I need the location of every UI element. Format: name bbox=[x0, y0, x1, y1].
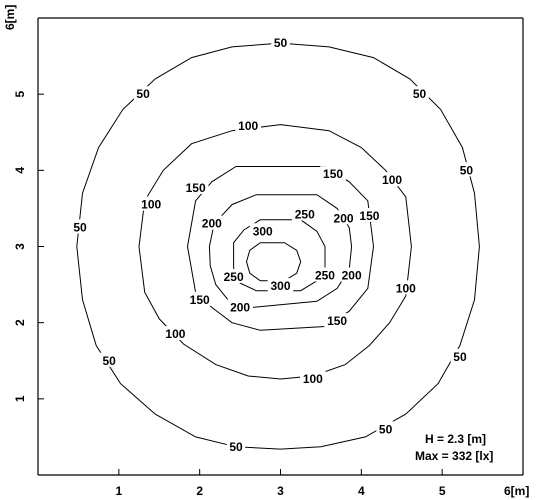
contour-label-150: 150 bbox=[327, 314, 347, 328]
contour-label-background bbox=[300, 371, 326, 386]
contour-line-150 bbox=[186, 166, 375, 331]
contour-label-100: 100 bbox=[165, 327, 185, 341]
contour-labels: 50 50 50 50 50 50 50 50 50 100 100 100 100 100 100 150 1… bbox=[70, 35, 476, 454]
plot-frame bbox=[37, 17, 524, 476]
x-tick-label: 5 bbox=[439, 484, 446, 498]
contour-line-300 bbox=[245, 242, 302, 282]
contour-line-50 bbox=[76, 42, 480, 450]
contour-label-100: 100 bbox=[238, 119, 258, 133]
contour-label-background bbox=[70, 219, 90, 234]
contour-label-150: 150 bbox=[186, 181, 206, 195]
contour-label-50: 50 bbox=[102, 354, 116, 368]
contour-label-250: 250 bbox=[295, 208, 315, 222]
contour-label-50: 50 bbox=[229, 440, 243, 454]
contour-label-background bbox=[138, 196, 164, 211]
contour-label-50: 50 bbox=[274, 36, 288, 50]
contour-label-50: 50 bbox=[73, 220, 87, 234]
contour-label-background bbox=[320, 166, 346, 181]
contour-label-background bbox=[356, 208, 383, 223]
contour-line-100 bbox=[138, 124, 412, 380]
contour-label-50: 50 bbox=[379, 422, 393, 436]
contour-label-background bbox=[162, 326, 189, 341]
contour-label-background bbox=[133, 86, 153, 101]
contour-label-100: 100 bbox=[141, 198, 161, 212]
contour-label-background bbox=[235, 118, 261, 133]
x-tick-label: 4 bbox=[358, 484, 365, 498]
contour-label-100: 100 bbox=[396, 281, 416, 295]
y-tick-label: 1 bbox=[13, 395, 27, 402]
y-tick-label: 4 bbox=[13, 167, 27, 174]
contour-label-250: 250 bbox=[224, 270, 244, 284]
contour-label-background bbox=[450, 348, 470, 363]
x-axis-label: 6[m] bbox=[504, 484, 529, 498]
contour-label-background bbox=[198, 215, 225, 230]
contour-label-200: 200 bbox=[230, 300, 250, 314]
contour-label-background bbox=[249, 223, 276, 238]
contour-line-250 bbox=[233, 219, 326, 292]
contour-label-background bbox=[186, 291, 213, 306]
contour-label-150: 150 bbox=[359, 209, 379, 223]
contour-label-300: 300 bbox=[253, 224, 273, 238]
contour-lines bbox=[76, 42, 480, 450]
mounting-height-text: H = 2.3 [m] bbox=[425, 432, 486, 446]
contour-label-background bbox=[376, 421, 395, 436]
contour-label-background bbox=[392, 280, 419, 295]
contour-label-background bbox=[291, 206, 318, 221]
contour-label-background bbox=[271, 35, 290, 50]
x-tick-label: 2 bbox=[196, 484, 203, 498]
contour-label-background bbox=[379, 172, 405, 187]
contour-label-200: 200 bbox=[342, 268, 362, 282]
contour-label-250: 250 bbox=[315, 268, 335, 282]
y-tick-label: 5 bbox=[13, 91, 27, 98]
contour-label-100: 100 bbox=[303, 372, 323, 386]
contour-label-background bbox=[227, 299, 253, 314]
contour-label-150: 150 bbox=[323, 167, 343, 181]
contour-label-300: 300 bbox=[270, 279, 290, 293]
max-illuminance-text: Max = 332 [lx] bbox=[415, 449, 493, 463]
contour-label-150: 150 bbox=[190, 293, 210, 307]
info-box: H = 2.3 [m] Max = 332 [lx] bbox=[415, 432, 493, 463]
contour-label-background bbox=[410, 86, 429, 101]
contour-label-background bbox=[182, 179, 209, 194]
contour-label-200: 200 bbox=[334, 211, 354, 225]
contour-label-background bbox=[267, 278, 294, 293]
contour-label-background bbox=[324, 313, 350, 328]
contour-label-background bbox=[457, 162, 476, 177]
y-tick-label: 3 bbox=[13, 243, 27, 250]
contour-label-50: 50 bbox=[413, 87, 427, 101]
contour-label-background bbox=[338, 267, 365, 282]
axis-ticks: 1 2 3 4 5 1 2 3 4 5 bbox=[13, 91, 446, 498]
contour-label-background bbox=[312, 267, 338, 282]
x-tick-label: 1 bbox=[115, 484, 122, 498]
y-tick-label: 2 bbox=[13, 319, 27, 326]
y-axis-label: 6[m] bbox=[3, 5, 17, 30]
contour-label-background bbox=[220, 268, 247, 283]
contour-label-50: 50 bbox=[453, 350, 467, 364]
contour-label-200: 200 bbox=[202, 217, 222, 231]
contour-label-100: 100 bbox=[382, 173, 402, 187]
x-tick-label: 3 bbox=[277, 484, 284, 498]
contour-label-50: 50 bbox=[136, 87, 150, 101]
contour-label-50: 50 bbox=[460, 163, 474, 177]
contour-label-background bbox=[99, 352, 119, 367]
contour-label-background bbox=[330, 210, 357, 225]
contour-label-background bbox=[226, 438, 246, 453]
